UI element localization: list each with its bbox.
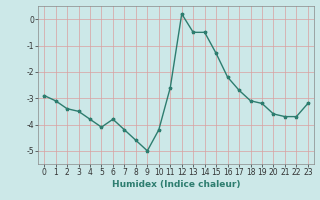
X-axis label: Humidex (Indice chaleur): Humidex (Indice chaleur) [112,180,240,189]
